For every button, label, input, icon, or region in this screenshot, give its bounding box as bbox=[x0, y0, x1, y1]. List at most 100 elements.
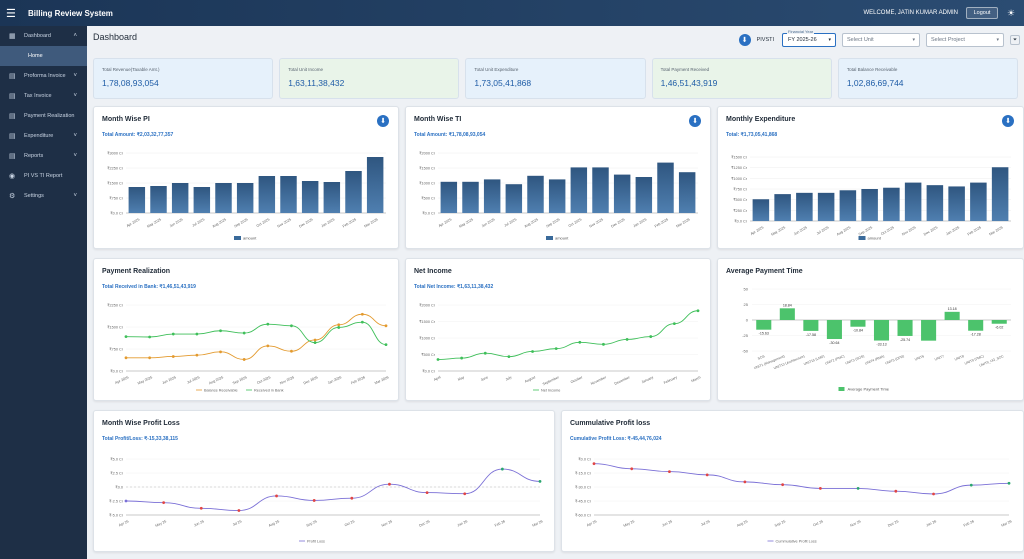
bar[interactable] bbox=[366, 157, 384, 213]
sidebar-item-reports[interactable]: ▤ Reports ˅ bbox=[0, 146, 87, 166]
bar[interactable] bbox=[796, 192, 813, 221]
download-icon[interactable]: ⬇ bbox=[738, 34, 751, 46]
data-point[interactable] bbox=[242, 331, 246, 335]
data-point[interactable] bbox=[696, 309, 700, 313]
bar[interactable] bbox=[215, 183, 232, 213]
data-point[interactable] bbox=[932, 492, 935, 496]
data-point[interactable] bbox=[266, 344, 270, 348]
bar[interactable] bbox=[323, 182, 341, 213]
data-point[interactable] bbox=[350, 496, 354, 500]
data-point[interactable] bbox=[531, 350, 534, 353]
download-icon[interactable]: ⬇ bbox=[377, 115, 389, 127]
data-point[interactable] bbox=[148, 356, 152, 360]
data-point[interactable] bbox=[312, 499, 316, 502]
project-select[interactable]: Select Project ▾ bbox=[926, 33, 1004, 47]
data-point[interactable] bbox=[1007, 481, 1011, 485]
bar[interactable] bbox=[657, 162, 674, 213]
data-point[interactable] bbox=[242, 358, 246, 361]
bar[interactable] bbox=[803, 320, 819, 331]
data-point[interactable] bbox=[199, 506, 203, 510]
bar[interactable] bbox=[873, 320, 890, 341]
bar[interactable] bbox=[280, 176, 297, 213]
bar[interactable] bbox=[756, 320, 772, 330]
bar[interactable] bbox=[826, 320, 842, 339]
bar[interactable] bbox=[970, 182, 987, 221]
data-point[interactable] bbox=[668, 470, 671, 473]
sidebar-item-proforma-invoice[interactable]: ▤ Proforma Invoice ˅ bbox=[0, 66, 87, 86]
data-point[interactable] bbox=[337, 323, 341, 327]
bar[interactable] bbox=[897, 320, 913, 336]
financial-year-select[interactable]: Financial Year FY 2025-26 ▾ bbox=[782, 29, 836, 47]
bar[interactable] bbox=[462, 181, 479, 213]
sidebar-item-payment-realization[interactable]: ▤ Payment Realization bbox=[0, 106, 87, 126]
bar[interactable] bbox=[991, 320, 1007, 324]
data-point[interactable] bbox=[856, 487, 860, 490]
menu-icon[interactable]: ☰ bbox=[6, 7, 16, 20]
unit-select[interactable]: Select Unit ▾ bbox=[842, 33, 920, 47]
data-point[interactable] bbox=[818, 487, 822, 490]
data-point[interactable] bbox=[630, 467, 634, 471]
data-point[interactable] bbox=[171, 355, 175, 358]
bar[interactable] bbox=[774, 194, 791, 221]
data-point[interactable] bbox=[625, 338, 629, 341]
data-point[interactable] bbox=[195, 332, 199, 336]
data-point[interactable] bbox=[592, 462, 596, 466]
data-point[interactable] bbox=[705, 473, 709, 477]
data-point[interactable] bbox=[237, 509, 241, 512]
data-point[interactable] bbox=[219, 329, 222, 333]
data-point[interactable] bbox=[578, 340, 582, 344]
data-point[interactable] bbox=[388, 482, 391, 486]
data-point[interactable] bbox=[171, 332, 175, 336]
data-point[interactable] bbox=[124, 335, 128, 339]
data-point[interactable] bbox=[507, 355, 511, 359]
data-point[interactable] bbox=[195, 353, 199, 357]
data-point[interactable] bbox=[554, 347, 558, 351]
data-point[interactable] bbox=[460, 356, 464, 360]
bar[interactable] bbox=[948, 186, 965, 221]
sidebar-item-settings[interactable]: ⚙ Settings ˅ bbox=[0, 186, 87, 206]
data-point[interactable] bbox=[483, 351, 487, 355]
bar[interactable] bbox=[926, 185, 944, 221]
bar[interactable] bbox=[779, 308, 795, 320]
bar[interactable] bbox=[839, 190, 857, 221]
data-point[interactable] bbox=[436, 358, 440, 361]
data-point[interactable] bbox=[148, 335, 152, 339]
bar[interactable] bbox=[613, 174, 631, 213]
sidebar-item-dashboard[interactable]: ▦ Dashboard ˄ bbox=[0, 26, 87, 46]
bar[interactable] bbox=[301, 181, 319, 213]
bar[interactable] bbox=[505, 184, 523, 213]
data-point[interactable] bbox=[649, 335, 653, 338]
data-point[interactable] bbox=[313, 341, 317, 345]
download-icon[interactable]: ⬇ bbox=[1002, 115, 1014, 127]
data-point[interactable] bbox=[124, 499, 128, 503]
bar[interactable] bbox=[258, 176, 276, 213]
data-point[interactable] bbox=[290, 324, 293, 328]
data-point[interactable] bbox=[463, 492, 467, 496]
data-point[interactable] bbox=[337, 326, 341, 329]
data-point[interactable] bbox=[384, 343, 388, 346]
bar[interactable] bbox=[883, 187, 900, 221]
data-point[interactable] bbox=[290, 349, 293, 353]
data-point[interactable] bbox=[162, 501, 166, 505]
data-point[interactable] bbox=[743, 480, 747, 484]
bar[interactable] bbox=[678, 172, 696, 213]
data-point[interactable] bbox=[672, 322, 676, 326]
bar[interactable] bbox=[817, 192, 835, 221]
bar[interactable] bbox=[236, 183, 254, 213]
data-point[interactable] bbox=[969, 483, 973, 487]
data-point[interactable] bbox=[275, 494, 278, 498]
data-point[interactable] bbox=[602, 342, 605, 346]
bar[interactable] bbox=[128, 187, 146, 213]
bar[interactable] bbox=[968, 320, 984, 331]
bar[interactable] bbox=[904, 182, 922, 221]
sidebar-item-tax-invoice[interactable]: ▤ Tax Invoice ˅ bbox=[0, 86, 87, 106]
bar[interactable] bbox=[570, 167, 588, 213]
bar[interactable] bbox=[991, 167, 1009, 221]
bar[interactable] bbox=[752, 199, 770, 221]
bar[interactable] bbox=[548, 179, 566, 213]
bar[interactable] bbox=[527, 175, 544, 213]
download-icon[interactable]: ⬇ bbox=[689, 115, 701, 127]
data-point[interactable] bbox=[538, 480, 542, 483]
data-point[interactable] bbox=[313, 338, 317, 342]
bar[interactable] bbox=[150, 186, 167, 213]
